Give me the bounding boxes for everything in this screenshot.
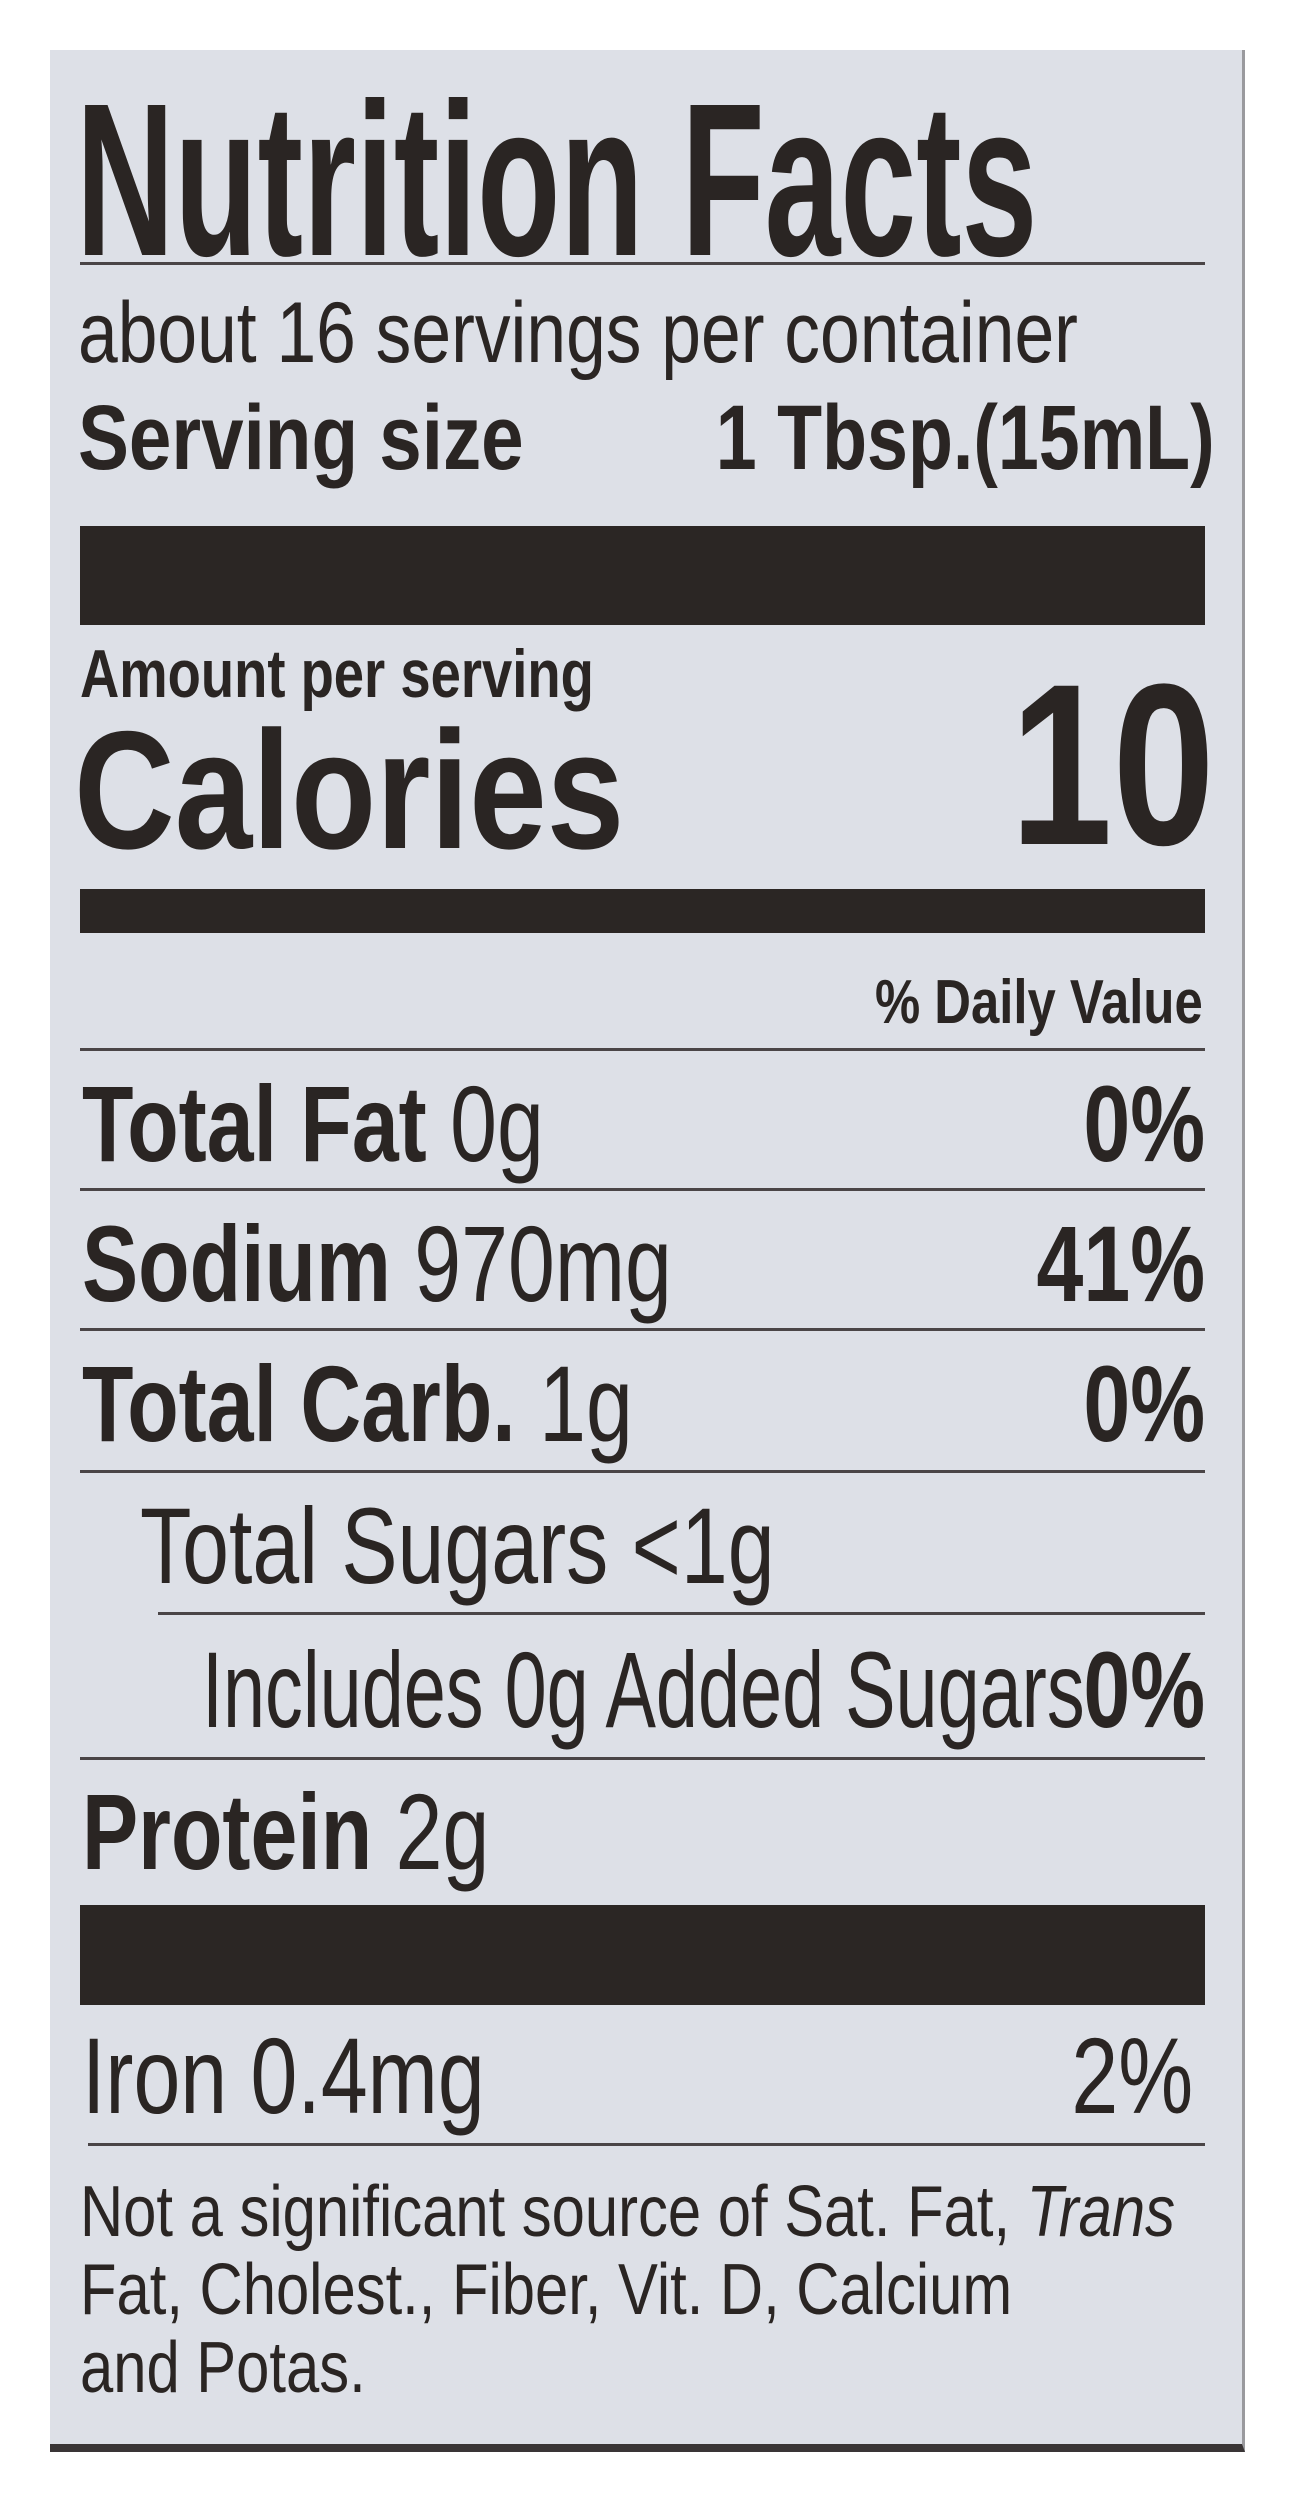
serving-size-value: 1 Tbsp.(15mL): [716, 387, 1215, 489]
divider: [80, 1757, 1205, 1760]
nutrient-dv: 0%: [1083, 1343, 1205, 1464]
nutrient-row-total-carb: Total Carb. 1g: [82, 1350, 633, 1458]
footnote-italic: Trans: [1026, 2172, 1175, 2252]
calories-label: Calories: [74, 696, 625, 884]
daily-value-header: % Daily Value: [875, 968, 1203, 1037]
nutrient-row-added-sugars: Includes 0g Added Sugars: [202, 1629, 1085, 1750]
nutrient-name: Total Fat: [82, 1063, 427, 1184]
divider: [80, 1328, 1205, 1331]
nutrition-facts-panel: [50, 50, 1245, 2452]
amount-per-serving: Amount per serving: [80, 636, 594, 712]
nutrient-name: Total Carb.: [82, 1343, 516, 1464]
nutrient-name: Sodium: [82, 1203, 391, 1324]
footnote-line-3: and Potas.: [80, 2328, 366, 2408]
footnote-text: Not a significant source of Sat. Fat,: [80, 2172, 1027, 2252]
footnote-line-2: Fat, Cholest., Fiber, Vit. D, Calcium: [80, 2250, 1013, 2330]
divider: [80, 1470, 1205, 1473]
title: Nutrition Facts: [76, 59, 1038, 302]
nutrient-row-total-sugars: Total Sugars <1g: [140, 1485, 775, 1606]
nutrient-dv: 0%: [1083, 1629, 1205, 1750]
nutrient-row-protein: Protein 2g: [82, 1778, 489, 1886]
nutrient-amount: 2g: [395, 1771, 490, 1892]
thick-divider: [80, 526, 1205, 625]
vitamin-dv: 2%: [1071, 2015, 1193, 2136]
nutrient-amount: 970mg: [414, 1203, 672, 1324]
nutrient-name: Protein: [82, 1771, 373, 1892]
divider: [88, 2143, 1205, 2146]
calories-value: 10: [1010, 636, 1215, 893]
footnote-line-1: Not a significant source of Sat. Fat, Tr…: [80, 2176, 1175, 2248]
divider: [80, 262, 1205, 265]
vitamin-row-iron: Iron 0.4mg: [82, 2015, 485, 2136]
servings-per-container: about 16 servings per container: [78, 285, 1078, 381]
nutrient-amount: 1g: [539, 1343, 633, 1464]
thick-divider: [80, 1905, 1205, 2005]
nutrient-row-total-fat: Total Fat 0g: [82, 1070, 544, 1178]
divider: [158, 1612, 1205, 1615]
divider: [80, 1188, 1205, 1191]
nutrient-row-sodium: Sodium 970mg: [82, 1210, 672, 1318]
medium-divider: [80, 889, 1205, 933]
divider: [80, 1048, 1205, 1051]
nutrient-dv: 41%: [1036, 1203, 1205, 1324]
nutrient-dv: 0%: [1083, 1063, 1205, 1184]
serving-size-label: Serving size: [78, 387, 524, 489]
nutrient-amount: 0g: [450, 1063, 544, 1184]
